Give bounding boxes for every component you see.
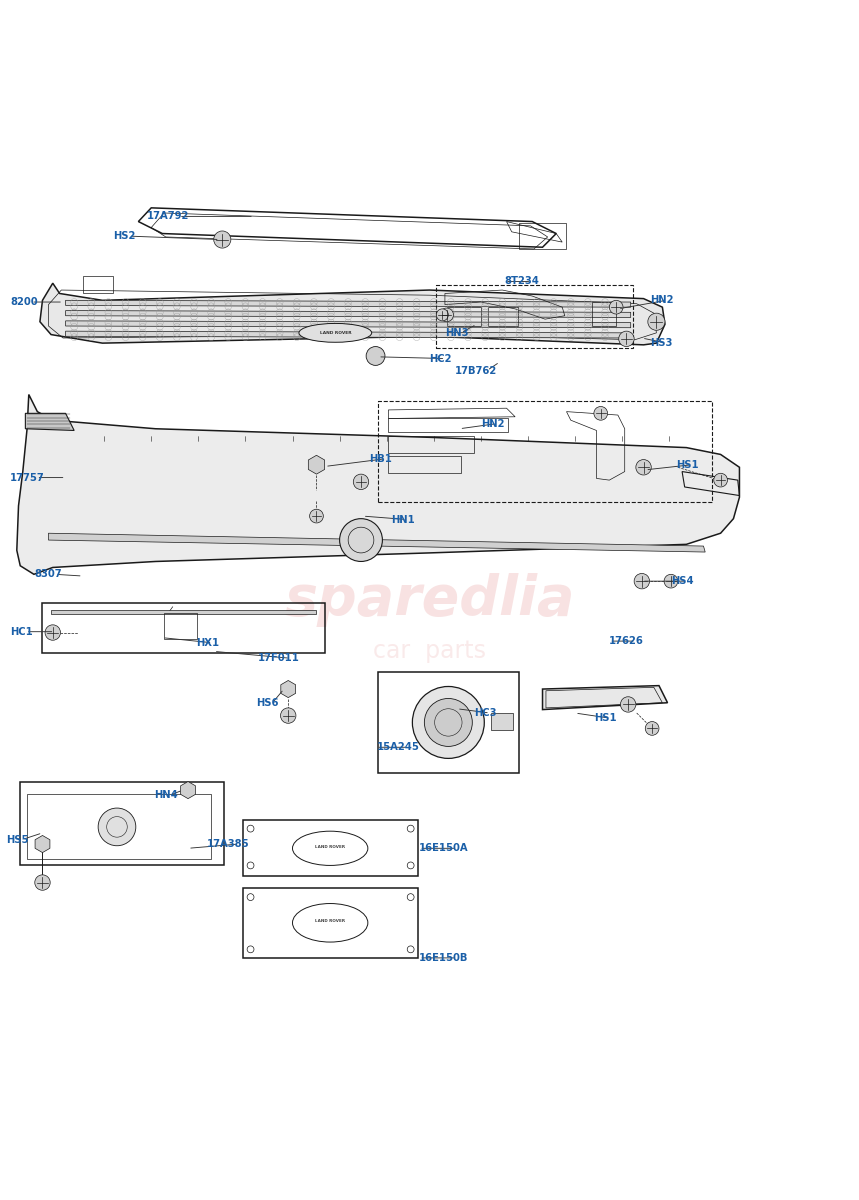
Text: HC2: HC2 bbox=[430, 354, 452, 364]
Polygon shape bbox=[35, 835, 50, 852]
Text: 8200: 8200 bbox=[10, 298, 38, 307]
Circle shape bbox=[618, 331, 634, 347]
Circle shape bbox=[339, 518, 382, 562]
Polygon shape bbox=[51, 611, 316, 613]
Bar bbox=[491, 713, 514, 730]
Text: 8T234: 8T234 bbox=[505, 276, 539, 287]
Text: 16E150A: 16E150A bbox=[419, 844, 469, 853]
Text: HX1: HX1 bbox=[197, 638, 220, 648]
Bar bbox=[388, 456, 461, 473]
Circle shape bbox=[645, 721, 659, 736]
Polygon shape bbox=[281, 680, 295, 697]
Circle shape bbox=[214, 230, 231, 248]
Circle shape bbox=[412, 686, 484, 758]
Text: HS3: HS3 bbox=[650, 338, 673, 348]
Bar bbox=[488, 307, 518, 326]
Bar bbox=[388, 436, 474, 452]
Text: HN2: HN2 bbox=[650, 295, 674, 305]
Bar bbox=[21, 781, 224, 865]
Bar bbox=[42, 604, 325, 653]
Text: LAND ROVER: LAND ROVER bbox=[315, 845, 345, 848]
Text: car  parts: car parts bbox=[373, 640, 486, 664]
Text: 17757: 17757 bbox=[10, 473, 45, 482]
Bar bbox=[82, 276, 113, 294]
Text: 17A385: 17A385 bbox=[207, 839, 249, 850]
Bar bbox=[27, 794, 211, 858]
Bar bbox=[243, 888, 418, 958]
Circle shape bbox=[664, 575, 678, 588]
Circle shape bbox=[436, 308, 448, 320]
Text: HS6: HS6 bbox=[257, 697, 279, 708]
Text: HN4: HN4 bbox=[154, 791, 178, 800]
Circle shape bbox=[34, 875, 50, 890]
Circle shape bbox=[440, 308, 454, 322]
Circle shape bbox=[98, 808, 136, 846]
Bar bbox=[520, 223, 566, 248]
Bar bbox=[164, 613, 197, 638]
Bar bbox=[447, 307, 481, 326]
Text: HN2: HN2 bbox=[481, 419, 504, 428]
Bar bbox=[592, 302, 616, 326]
Circle shape bbox=[424, 698, 472, 746]
Bar bbox=[378, 401, 712, 503]
Text: HS1: HS1 bbox=[676, 460, 698, 469]
Circle shape bbox=[648, 313, 665, 330]
Bar bbox=[378, 672, 520, 773]
Bar bbox=[243, 820, 418, 876]
Text: HC3: HC3 bbox=[474, 708, 497, 718]
Text: HC1: HC1 bbox=[10, 626, 33, 637]
Text: HS4: HS4 bbox=[671, 576, 693, 586]
Text: LAND ROVER: LAND ROVER bbox=[315, 919, 345, 923]
Text: 17A792: 17A792 bbox=[147, 211, 189, 222]
Circle shape bbox=[714, 473, 728, 487]
Polygon shape bbox=[48, 533, 705, 552]
Polygon shape bbox=[40, 283, 665, 344]
Circle shape bbox=[609, 300, 623, 314]
Circle shape bbox=[309, 509, 323, 523]
Text: 15A245: 15A245 bbox=[376, 743, 419, 752]
Circle shape bbox=[45, 625, 60, 641]
Polygon shape bbox=[180, 781, 196, 799]
Text: HS2: HS2 bbox=[113, 232, 135, 241]
Text: sparedlia: sparedlia bbox=[284, 572, 575, 626]
Circle shape bbox=[620, 697, 636, 712]
Text: 16E150B: 16E150B bbox=[419, 953, 469, 962]
Polygon shape bbox=[65, 311, 631, 318]
Polygon shape bbox=[543, 685, 667, 709]
Text: HS1: HS1 bbox=[594, 713, 617, 724]
Ellipse shape bbox=[299, 324, 372, 342]
Circle shape bbox=[636, 460, 651, 475]
Text: 8307: 8307 bbox=[34, 569, 62, 580]
Circle shape bbox=[353, 474, 369, 490]
Circle shape bbox=[594, 407, 607, 420]
Bar bbox=[436, 284, 633, 348]
Text: HS5: HS5 bbox=[6, 835, 28, 845]
Polygon shape bbox=[65, 331, 631, 338]
Polygon shape bbox=[17, 395, 740, 575]
Circle shape bbox=[634, 574, 649, 589]
Polygon shape bbox=[308, 455, 325, 474]
Text: 17F011: 17F011 bbox=[259, 653, 300, 664]
Text: LAND ROVER: LAND ROVER bbox=[320, 331, 351, 335]
Bar bbox=[388, 419, 509, 432]
Polygon shape bbox=[65, 300, 631, 307]
Text: HB1: HB1 bbox=[369, 454, 393, 463]
Polygon shape bbox=[65, 320, 631, 328]
Text: HN1: HN1 bbox=[391, 515, 415, 524]
Text: 17B762: 17B762 bbox=[455, 366, 497, 376]
Circle shape bbox=[281, 708, 296, 724]
Circle shape bbox=[366, 347, 385, 365]
Text: 17626: 17626 bbox=[609, 636, 644, 646]
Polygon shape bbox=[26, 413, 74, 431]
Text: HN3: HN3 bbox=[445, 328, 468, 338]
